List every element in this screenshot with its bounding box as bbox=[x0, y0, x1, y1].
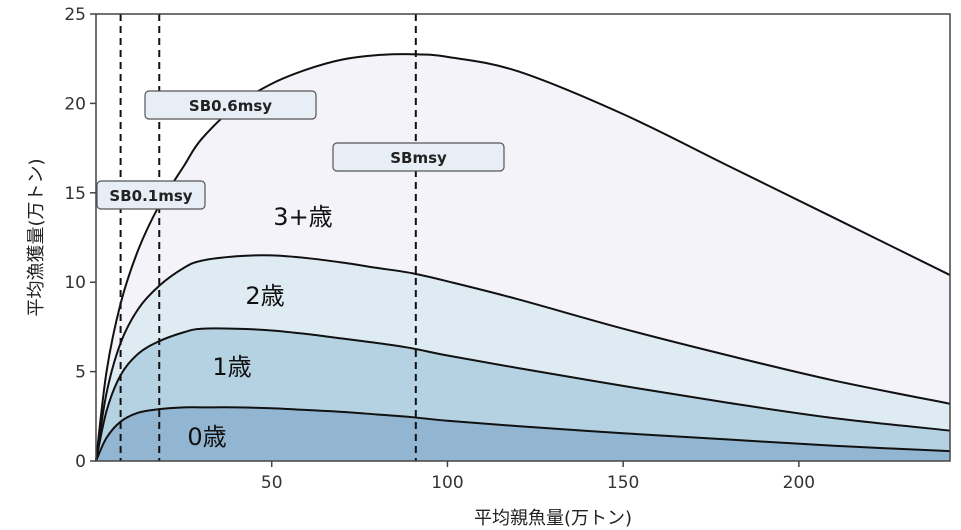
x-tick-label: 150 bbox=[607, 473, 639, 493]
x-tick-label: 50 bbox=[261, 473, 283, 493]
labels: 0歳 1歳 2歳 3+歳 SB0.1msy SB0.6msy SBmsy bbox=[96, 90, 505, 451]
reference-label-SBmsy: SBmsy bbox=[390, 149, 447, 167]
x-axis-title: 平均親魚量(万トン) bbox=[474, 508, 632, 529]
area-3+歳 bbox=[96, 54, 950, 462]
y-tick-label: 15 bbox=[64, 184, 86, 204]
area-label-3+歳: 3+歳 bbox=[273, 203, 332, 231]
y-axis-title: 平均漁獲量(万トン) bbox=[26, 158, 47, 316]
y-tick-label: 0 bbox=[75, 452, 86, 472]
area-2歳 bbox=[96, 255, 950, 461]
series-lines bbox=[95, 53, 951, 462]
reference-lines bbox=[119, 14, 417, 461]
reference-label-box bbox=[332, 142, 505, 172]
area-1歳 bbox=[96, 328, 950, 461]
reference-label-SB0.6msy: SB0.6msy bbox=[189, 97, 272, 115]
area-label-2歳: 2歳 bbox=[245, 282, 284, 310]
y-tick-label: 5 bbox=[75, 363, 86, 383]
y-tick-label: 25 bbox=[64, 5, 86, 25]
reference-label-SB0.1msy: SB0.1msy bbox=[109, 187, 192, 205]
area-0歳 bbox=[96, 407, 950, 461]
series-line-0歳 bbox=[95, 406, 951, 462]
area-label-1歳: 1歳 bbox=[212, 353, 251, 381]
x-tick-label: 200 bbox=[783, 473, 815, 493]
series-line-1歳 bbox=[95, 327, 951, 462]
axes: 50 100 150 200 0 5 10 15 20 25 平均親魚量(万トン) 平均漁獲量(万トン… bbox=[26, 5, 951, 529]
reference-label-box bbox=[144, 90, 317, 120]
x-tick-label: 100 bbox=[431, 473, 463, 493]
stacked-areas bbox=[96, 54, 950, 462]
y-tick-label: 20 bbox=[64, 94, 86, 114]
y-tick-label: 10 bbox=[64, 273, 86, 293]
area-label-0歳: 0歳 bbox=[187, 423, 226, 451]
reference-label-box bbox=[96, 180, 206, 210]
series-line-3+歳 bbox=[95, 53, 951, 462]
series-line-2歳 bbox=[95, 254, 951, 462]
plot-frame bbox=[95, 13, 951, 462]
